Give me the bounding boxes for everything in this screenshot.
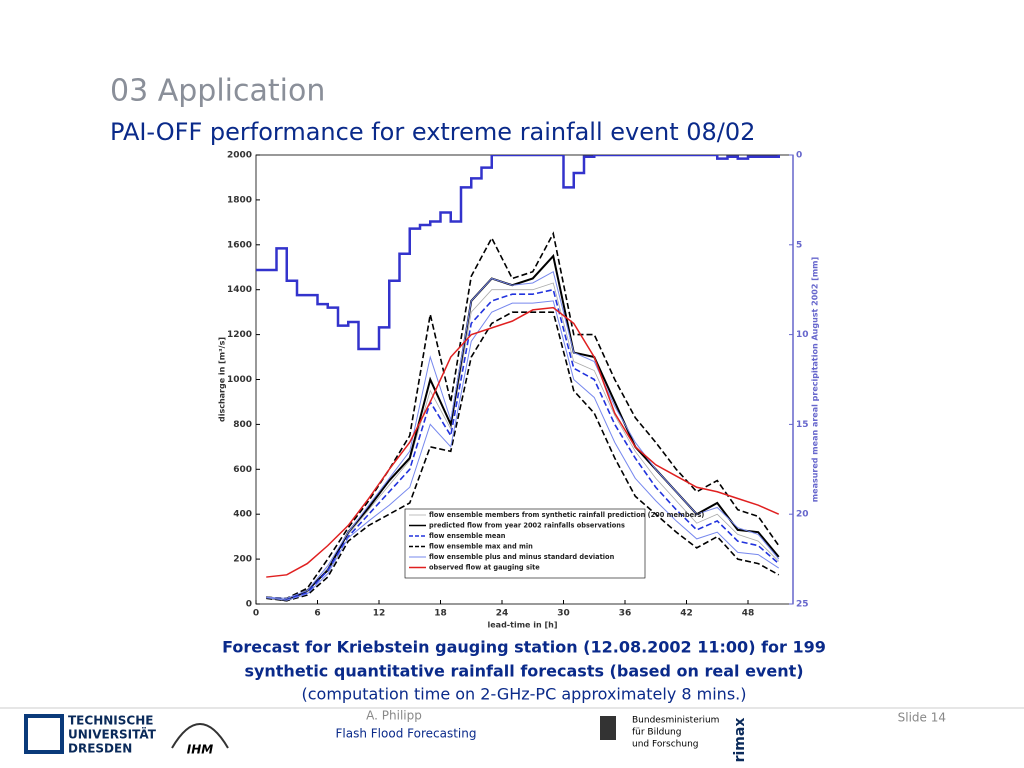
tu-logo: TECHNISCHE: [68, 714, 153, 728]
y2-tick-label: 5: [796, 240, 802, 250]
bmbf-logo: für Bildung: [632, 728, 681, 738]
y-tick-label: 0: [246, 600, 252, 610]
series-line: [266, 306, 780, 578]
legend-label: flow ensemble max and min: [429, 543, 533, 551]
series-line: [266, 311, 780, 602]
x-tick-label: 24: [496, 609, 509, 619]
rimax-logo: rimax: [732, 718, 748, 763]
x-tick-label: 42: [680, 609, 693, 619]
y2-axis-label: measured mean areal precipitation August…: [811, 257, 820, 502]
y2-tick-label: 0: [796, 151, 802, 161]
topic: Flash Flood Forecasting: [336, 727, 477, 741]
x-tick-label: 0: [253, 609, 259, 619]
y-tick-label: 200: [233, 555, 252, 565]
legend-label: flow ensemble plus and minus standard de…: [429, 553, 615, 561]
series-line: [256, 155, 780, 351]
y-tick-label: 1800: [227, 195, 252, 205]
y-tick-label: 1200: [227, 330, 252, 340]
series-line: [266, 300, 780, 601]
y-tick-label: 1000: [227, 375, 252, 385]
ihm-arc: [171, 723, 229, 749]
series-line: [266, 270, 780, 599]
caption: synthetic quantitative rainfall forecast…: [244, 662, 803, 681]
legend-box: [404, 508, 646, 579]
tu-logo-mark: [24, 714, 64, 754]
y-tick-label: 1400: [227, 285, 252, 295]
series-line: [266, 282, 780, 601]
legend-label: predicted flow from year 2002 rainfalls …: [429, 522, 625, 530]
y-tick-label: 400: [233, 510, 252, 520]
bmbf-eagle: [600, 716, 616, 740]
subheading: PAI-OFF performance for extreme rainfall…: [110, 118, 755, 146]
caption: Forecast for Kriebstein gauging station …: [222, 638, 826, 657]
series-line: [266, 231, 780, 600]
bmbf-logo: Bundesministerium: [632, 716, 719, 726]
legend-label: flow ensemble mean: [429, 532, 506, 540]
legend-label: observed flow at gauging site: [429, 564, 540, 572]
tu-logo: UNIVERSITÄT: [68, 727, 157, 742]
y-tick-label: 600: [233, 465, 252, 475]
x-tick-label: 18: [434, 609, 447, 619]
x-tick-label: 12: [373, 609, 386, 619]
y-tick-label: 2000: [227, 151, 252, 161]
y-axis-label: discharge in [m³/s]: [218, 337, 227, 422]
legend-label: flow ensemble members from synthetic rai…: [429, 511, 704, 519]
y2-tick-label: 15: [796, 420, 809, 430]
x-tick-label: 6: [314, 609, 320, 619]
x-tick-label: 30: [557, 609, 570, 619]
slide-number: Slide 14: [898, 711, 946, 725]
caption: (computation time on 2-GHz-PC approximat…: [302, 685, 747, 704]
y2-tick-label: 20: [796, 510, 809, 520]
y-tick-label: 800: [233, 420, 252, 430]
y-tick-label: 1600: [227, 240, 252, 250]
series-line: [266, 288, 780, 601]
author: A. Philipp: [366, 709, 422, 723]
x-tick-label: 36: [619, 609, 632, 619]
x-axis-label: lead-time in [h]: [488, 621, 558, 630]
heading: 03 Application: [110, 74, 325, 109]
y2-tick-label: 10: [796, 330, 809, 340]
bmbf-logo: und Forschung: [632, 740, 699, 750]
y2-tick-label: 25: [796, 600, 809, 610]
tu-logo: DRESDEN: [68, 742, 132, 756]
ihm-logo: IHM: [187, 743, 214, 757]
x-tick-label: 48: [742, 609, 755, 619]
